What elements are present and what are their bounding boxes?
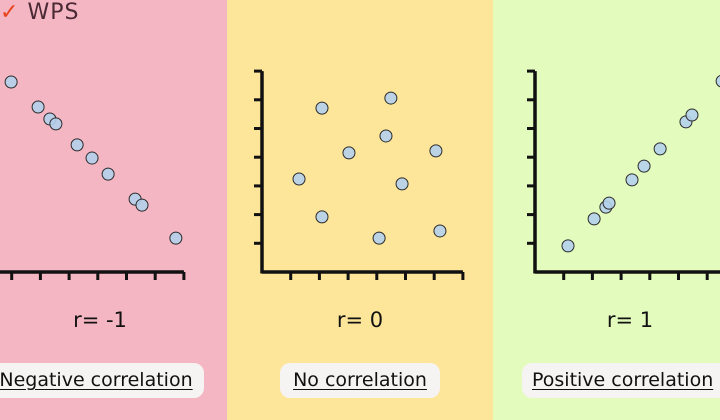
data-point [379, 129, 393, 143]
data-point [561, 239, 575, 253]
data-point [315, 101, 329, 115]
wps-logo: ✓ WPS [0, 0, 79, 25]
data-point [31, 100, 45, 114]
data-point [4, 75, 18, 89]
data-point [169, 231, 183, 245]
logo-text: WPS [27, 0, 80, 25]
data-point [315, 210, 329, 224]
r-label-positive: r= 1 [606, 308, 654, 332]
data-point [429, 144, 443, 158]
data-point [653, 142, 667, 156]
data-point [384, 91, 398, 105]
data-point [637, 159, 651, 173]
data-point [101, 167, 115, 181]
positive-title: Positive correlation [532, 369, 714, 391]
data-point [433, 224, 447, 238]
data-point [372, 231, 386, 245]
positive-correlation-label: Positive correlation [522, 363, 720, 398]
data-point [70, 138, 84, 152]
data-point [135, 198, 149, 212]
data-point [685, 108, 699, 122]
data-point [602, 196, 616, 210]
no-correlation-label: No correlation [280, 363, 440, 398]
data-point [49, 117, 63, 131]
logo-check-icon: ✓ [0, 0, 20, 25]
negative-title: Negative correlation [0, 369, 193, 391]
data-point [715, 75, 720, 88]
negative-correlation-label: Negative correlation [0, 363, 204, 398]
data-point [625, 173, 639, 187]
no-correlation-panel [227, 0, 493, 420]
r-label-negative: r= -1 [73, 308, 127, 332]
data-point [587, 212, 601, 226]
data-point [292, 172, 306, 186]
r-label-none: r= 0 [336, 308, 384, 332]
data-point [342, 146, 356, 160]
data-point [395, 177, 409, 191]
none-title: No correlation [293, 369, 427, 391]
negative-panel [0, 0, 227, 420]
data-point [85, 151, 99, 165]
